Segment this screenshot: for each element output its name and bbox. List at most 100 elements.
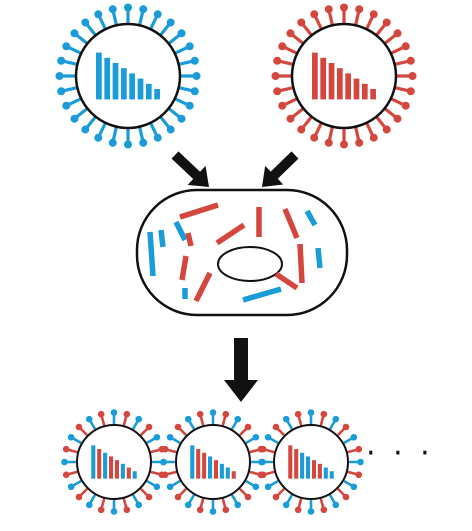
- segment-bar: [353, 78, 360, 100]
- parent-viruses: [55, 3, 417, 149]
- spike-head: [124, 140, 132, 149]
- segment-bar: [132, 471, 137, 479]
- spike: [239, 427, 248, 436]
- spike: [62, 86, 77, 93]
- spike: [199, 498, 205, 509]
- spike: [365, 14, 375, 29]
- spike: [231, 419, 238, 430]
- spike-head: [62, 101, 71, 110]
- spike-head: [401, 42, 410, 51]
- rna-fragment: [185, 232, 194, 247]
- spike-head: [324, 138, 333, 147]
- spike-head: [342, 493, 350, 501]
- spike-head: [408, 72, 417, 80]
- rna-fragment: [282, 207, 300, 240]
- spike-head: [81, 125, 90, 134]
- segment-bar: [137, 78, 144, 100]
- spike-head: [62, 471, 70, 479]
- spike: [111, 10, 118, 25]
- spike: [319, 415, 325, 426]
- spike: [264, 448, 275, 454]
- spike-head: [153, 133, 162, 142]
- segment-bar: [317, 463, 322, 479]
- spike: [297, 498, 303, 509]
- spike: [221, 498, 227, 509]
- segment-bar: [306, 456, 311, 479]
- spike: [286, 494, 293, 505]
- spike: [62, 59, 77, 66]
- segment-bar: [361, 83, 368, 100]
- spike: [74, 108, 88, 119]
- spike-head: [124, 3, 132, 12]
- spike: [199, 415, 205, 426]
- rna-fragment: [193, 271, 213, 303]
- spike-head: [110, 508, 118, 515]
- spike-head: [161, 471, 169, 479]
- segment-bar: [104, 57, 111, 100]
- spike: [89, 494, 96, 505]
- spike-head: [70, 114, 79, 123]
- spike-head: [55, 72, 64, 80]
- spike: [297, 415, 303, 426]
- spike: [221, 415, 227, 426]
- spike-head: [355, 138, 364, 147]
- spike: [354, 10, 361, 25]
- spike-head: [369, 10, 378, 19]
- spike-head: [75, 423, 83, 431]
- spike: [245, 437, 256, 444]
- spike: [111, 127, 118, 142]
- spike: [150, 448, 161, 454]
- rna-fragment: [173, 220, 188, 242]
- progeny-virus: [160, 409, 266, 515]
- spike: [71, 437, 82, 444]
- spike-head: [258, 458, 265, 466]
- progeny-viruses: [61, 409, 364, 515]
- spike-head: [320, 506, 328, 514]
- spike-head: [278, 101, 287, 110]
- spike: [150, 470, 161, 476]
- spike: [282, 45, 297, 55]
- spike: [249, 448, 260, 454]
- spike-head: [67, 483, 75, 491]
- spike: [175, 97, 190, 107]
- spike: [140, 488, 149, 497]
- spike-head: [282, 501, 290, 509]
- spike-head: [401, 101, 410, 110]
- spike: [391, 97, 406, 107]
- spike-head: [209, 508, 217, 515]
- spike: [160, 116, 171, 130]
- spike-head: [294, 506, 302, 514]
- segment-bar: [129, 73, 136, 100]
- spike-head: [153, 433, 161, 441]
- spike: [149, 14, 159, 29]
- spike: [89, 419, 96, 430]
- segment-bar: [213, 460, 218, 479]
- spike: [347, 448, 358, 454]
- spike: [179, 59, 194, 66]
- progeny-virus: [258, 409, 364, 515]
- spike-head: [67, 433, 75, 441]
- segment-bar: [300, 452, 305, 479]
- spike: [178, 488, 187, 497]
- spike-head: [222, 506, 230, 514]
- spike: [395, 86, 410, 93]
- spike: [286, 419, 293, 430]
- spike-head: [272, 423, 280, 431]
- spike: [188, 494, 195, 505]
- spike-head: [350, 483, 358, 491]
- spike-head: [286, 29, 295, 38]
- spike-head: [286, 114, 295, 123]
- spike: [343, 480, 354, 487]
- segment-bar: [320, 57, 327, 100]
- segment-bar: [196, 449, 201, 479]
- spike-head: [85, 501, 93, 509]
- parent-virus-a: [55, 3, 201, 149]
- rna-fragment: [297, 243, 305, 284]
- spike: [384, 108, 398, 119]
- segment-bar: [323, 467, 328, 479]
- spike: [391, 45, 406, 55]
- spike: [149, 123, 159, 138]
- spike-head: [145, 493, 153, 501]
- segment-bar: [97, 449, 102, 479]
